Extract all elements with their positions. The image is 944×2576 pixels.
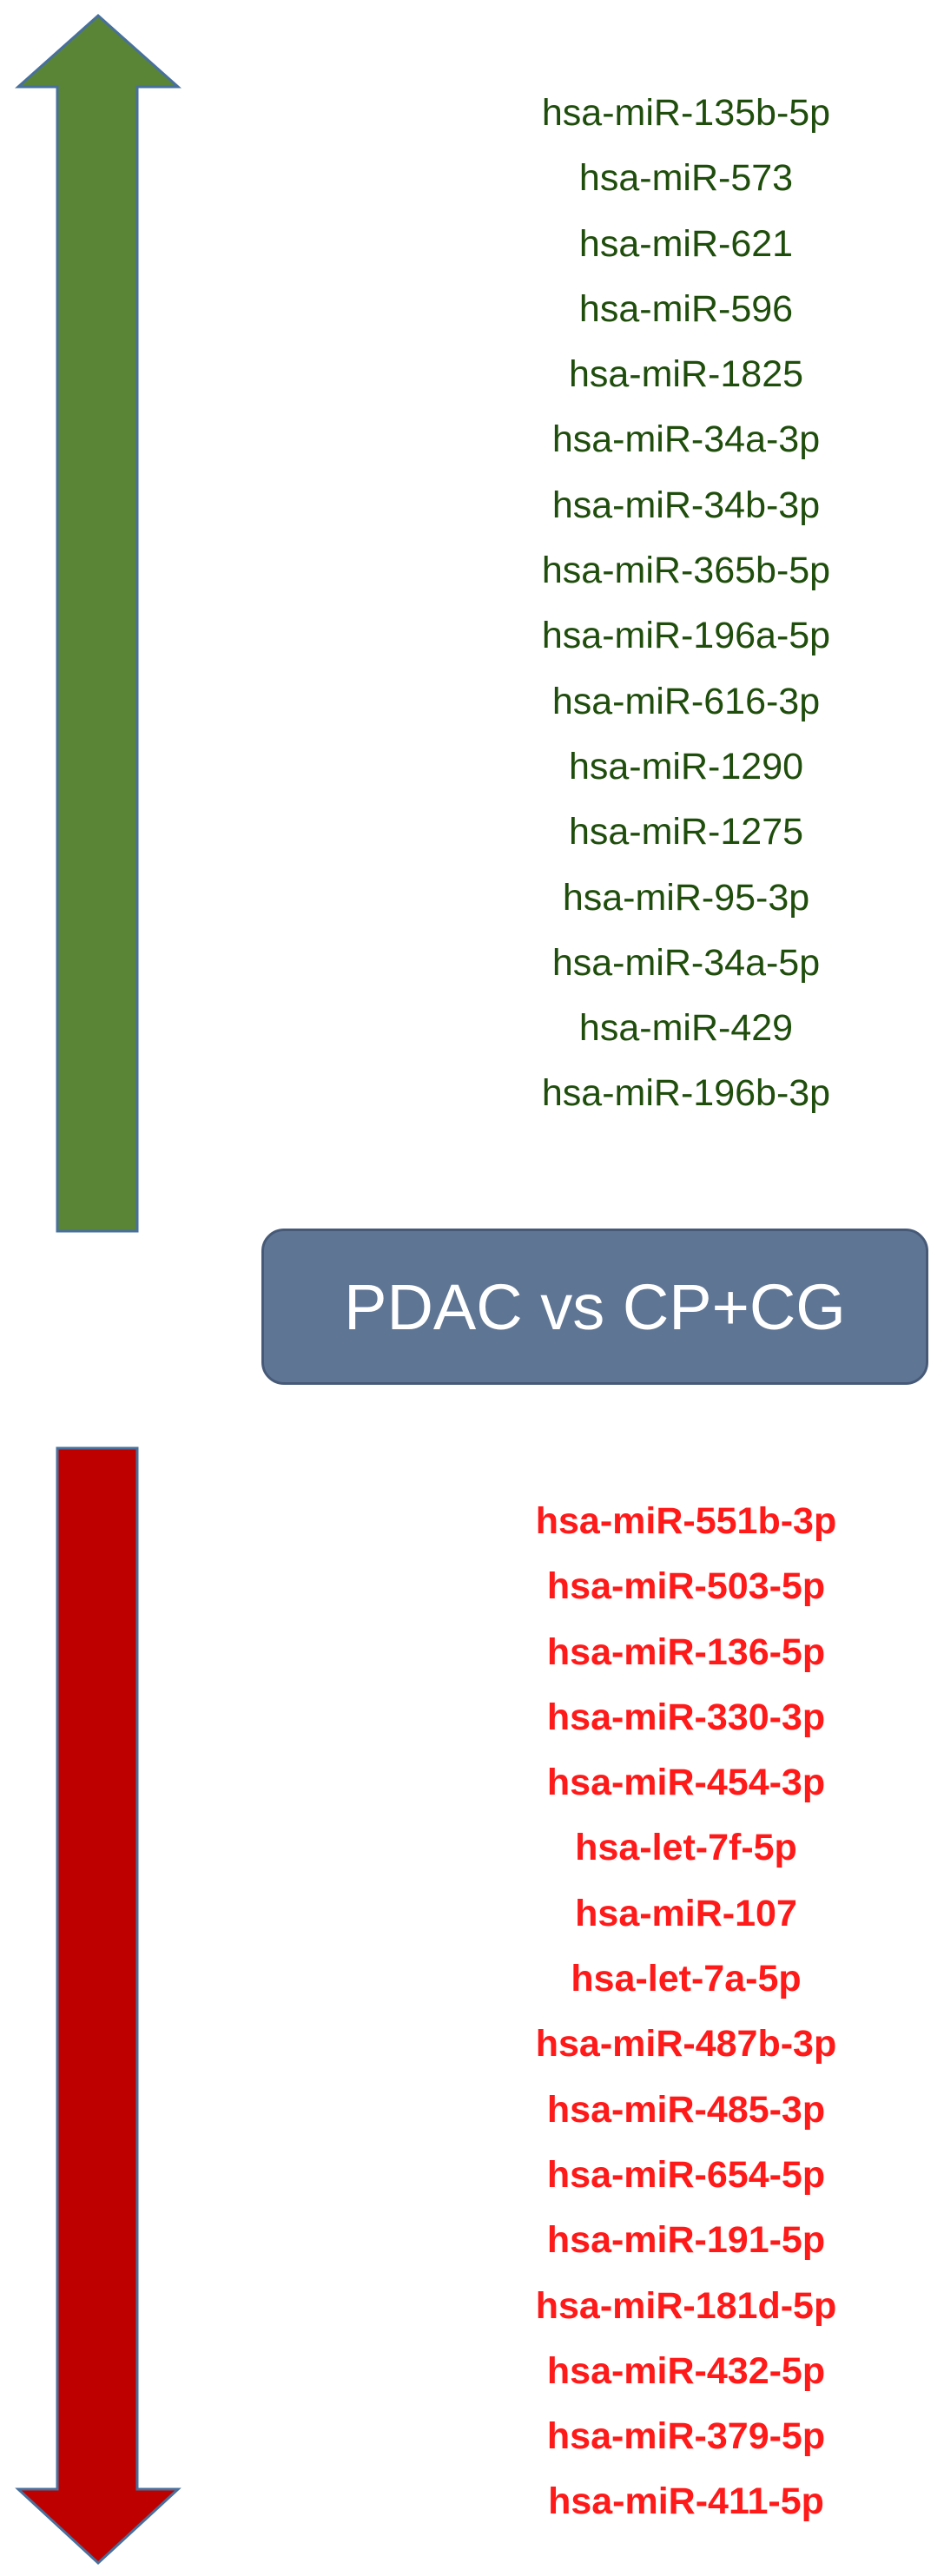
up-mirna-item: hsa-miR-196b-3p	[541, 1072, 831, 1115]
down-mirna-item: hsa-miR-551b-3p	[535, 1500, 837, 1542]
up-mirna-item: hsa-miR-621	[578, 222, 794, 265]
down-mirna-item: hsa-miR-136-5p	[546, 1631, 826, 1673]
up-mirna-item: hsa-miR-34a-3p	[551, 418, 821, 461]
arrow-down-icon	[15, 1446, 182, 2566]
down-mirna-item: hsa-miR-454-3p	[546, 1762, 826, 1804]
down-mirna-item: hsa-let-7a-5p	[571, 1958, 802, 2000]
up-mirna-item: hsa-miR-95-3p	[562, 876, 810, 919]
up-mirna-item: hsa-miR-135b-5p	[541, 92, 831, 134]
arrow-up-icon	[15, 13, 182, 1233]
down-mirna-item: hsa-miR-503-5p	[546, 1565, 826, 1608]
down-mirna-item: hsa-miR-432-5p	[546, 2349, 826, 2392]
down-mirna-item: hsa-miR-191-5p	[546, 2219, 826, 2262]
up-mirna-item: hsa-miR-1275	[568, 811, 804, 853]
down-mirna-item: hsa-miR-107	[575, 1892, 797, 1934]
comparison-label: PDAC vs CP+CG	[344, 1270, 846, 1343]
down-mirna-item: hsa-miR-654-5p	[546, 2153, 826, 2196]
down-mirna-item: hsa-miR-487b-3p	[535, 2023, 837, 2065]
down-mirna-item: hsa-miR-181d-5p	[535, 2284, 837, 2327]
up-mirna-item: hsa-miR-34a-5p	[551, 941, 821, 984]
up-mirna-item: hsa-miR-196a-5p	[541, 615, 831, 657]
up-mirna-item: hsa-miR-1290	[568, 745, 804, 787]
up-mirna-item: hsa-miR-429	[578, 1007, 794, 1050]
down-mirna-item: hsa-let-7f-5p	[575, 1827, 797, 1869]
down-mirna-item: hsa-miR-411-5p	[548, 2480, 824, 2523]
up-mirna-item: hsa-miR-596	[578, 287, 794, 330]
up-mirna-item: hsa-miR-616-3p	[551, 680, 821, 722]
up-mirna-item: hsa-miR-34b-3p	[551, 484, 821, 526]
up-mirna-item: hsa-miR-573	[578, 157, 794, 200]
upregulated-mirna-list: hsa-miR-135b-5p hsa-miR-573 hsa-miR-621 hsa…	[452, 81, 921, 1127]
down-mirna-item: hsa-miR-485-3p	[546, 2088, 826, 2131]
downregulated-mirna-list: hsa-miR-551b-3p hsa-miR-503-5p hsa-miR-136…	[452, 1489, 921, 2535]
up-mirna-item: hsa-miR-365b-5p	[541, 550, 831, 592]
down-mirna-item: hsa-miR-379-5p	[546, 2415, 826, 2458]
down-mirna-item: hsa-miR-330-3p	[546, 1696, 826, 1738]
comparison-label-box: PDAC vs CP+CG	[261, 1229, 928, 1385]
up-mirna-item: hsa-miR-1825	[568, 353, 804, 396]
